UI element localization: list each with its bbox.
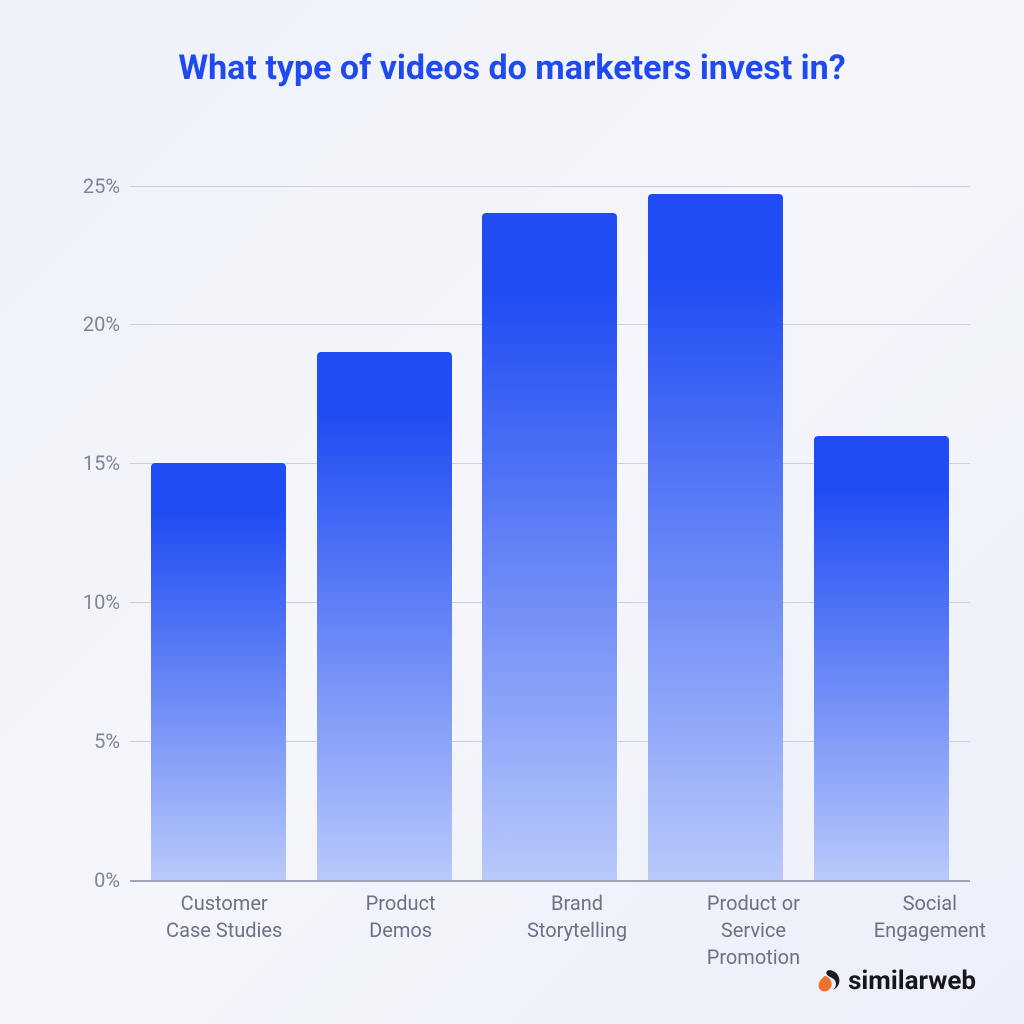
bar xyxy=(482,213,617,880)
brand-name: similarweb xyxy=(848,966,976,996)
bars-container xyxy=(130,130,970,880)
plot-area xyxy=(130,130,970,880)
y-tick-label: 5% xyxy=(60,729,120,753)
brand-logo: similarweb xyxy=(816,966,976,996)
bar xyxy=(814,436,949,880)
y-tick-label: 25% xyxy=(60,174,120,198)
similarweb-icon xyxy=(816,968,842,994)
bar xyxy=(151,463,286,880)
bar xyxy=(648,194,783,880)
chart-title: What type of videos do marketers invest … xyxy=(0,0,1024,98)
y-tick-label: 0% xyxy=(60,868,120,892)
x-axis-labels: CustomerCase StudiesProductDemosBrandSto… xyxy=(130,890,1024,971)
y-tick-label: 15% xyxy=(60,451,120,475)
x-tick-label: Product orServicePromotion xyxy=(665,890,841,971)
y-tick-label: 10% xyxy=(60,590,120,614)
x-tick-label: CustomerCase Studies xyxy=(136,890,312,971)
x-tick-label: BrandStorytelling xyxy=(489,890,665,971)
y-tick-label: 20% xyxy=(60,312,120,336)
x-tick-label: ProductDemos xyxy=(312,890,488,971)
gridline xyxy=(130,880,970,882)
bar-slot xyxy=(798,130,964,880)
bar-slot xyxy=(633,130,799,880)
bar-chart: 0%5%10%15%20%25% xyxy=(60,130,970,880)
bar-slot xyxy=(302,130,468,880)
bar xyxy=(317,352,452,880)
bar-slot xyxy=(467,130,633,880)
x-tick-label: SocialEngagement xyxy=(842,890,1018,971)
bar-slot xyxy=(136,130,302,880)
